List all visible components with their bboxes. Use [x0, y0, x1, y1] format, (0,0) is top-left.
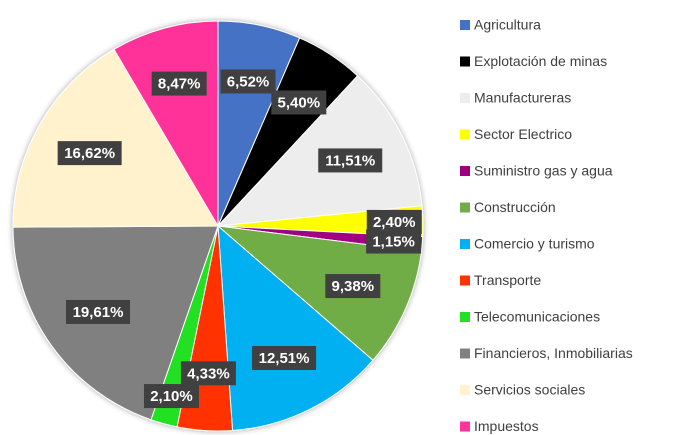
legend-swatch [460, 56, 470, 67]
data-label-box [57, 141, 122, 166]
data-label: 12,51% [259, 350, 310, 367]
data-label-box [66, 299, 131, 324]
pie-slice [216, 225, 422, 361]
legend-label: Manufactureras [474, 90, 571, 106]
legend-swatch [460, 275, 470, 286]
data-label: 8,47% [158, 76, 201, 93]
legend-label: Telecomunicaciones [474, 309, 600, 325]
data-label-box [325, 274, 381, 299]
legend-label: Explotación de minas [474, 53, 607, 69]
data-label: 9,38% [332, 278, 375, 295]
legend-swatch [460, 129, 470, 140]
data-label: 5,40% [278, 94, 321, 111]
legend-swatch [460, 312, 470, 322]
data-label-box [180, 361, 236, 386]
data-label: 2,10% [150, 388, 193, 405]
legend-label: Impuestos [474, 418, 539, 434]
pie-slice [12, 48, 219, 228]
legend-label: Comercio y turismo [474, 236, 595, 252]
data-label-box [271, 90, 327, 115]
data-label-box [220, 69, 276, 94]
legend-swatch [460, 421, 470, 432]
data-label: 11,51% [325, 152, 375, 169]
legend-label: Agricultura [474, 17, 541, 33]
data-label-box [151, 71, 207, 96]
data-label: 2,40% [373, 214, 416, 231]
legend-label: Suministro gas y agua [474, 163, 613, 179]
data-label: 19,61% [73, 304, 124, 321]
legend-label: Servicios sociales [474, 382, 585, 398]
legend-swatch [460, 348, 470, 359]
data-label-box [143, 384, 199, 409]
legend-swatch [460, 20, 470, 30]
data-label-box [252, 345, 317, 370]
data-label-box [366, 229, 422, 254]
legend-label: Construcción [474, 199, 556, 215]
legend-swatch [460, 93, 470, 103]
data-label: 6,52% [227, 73, 270, 90]
legend-label: Sector Electrico [474, 126, 572, 142]
data-label: 4,33% [187, 365, 230, 382]
data-label: 16,62% [64, 145, 115, 162]
legend-label: Financieros, Inmobiliarias [474, 345, 633, 361]
data-label: 1,15% [372, 234, 415, 251]
legend-swatch [460, 166, 470, 176]
legend-swatch [460, 239, 470, 249]
legend-label: Transporte [474, 272, 541, 288]
legend-swatch [460, 202, 470, 213]
legend-swatch [460, 385, 470, 395]
data-label-box [318, 148, 383, 173]
pie-slice [217, 224, 374, 432]
